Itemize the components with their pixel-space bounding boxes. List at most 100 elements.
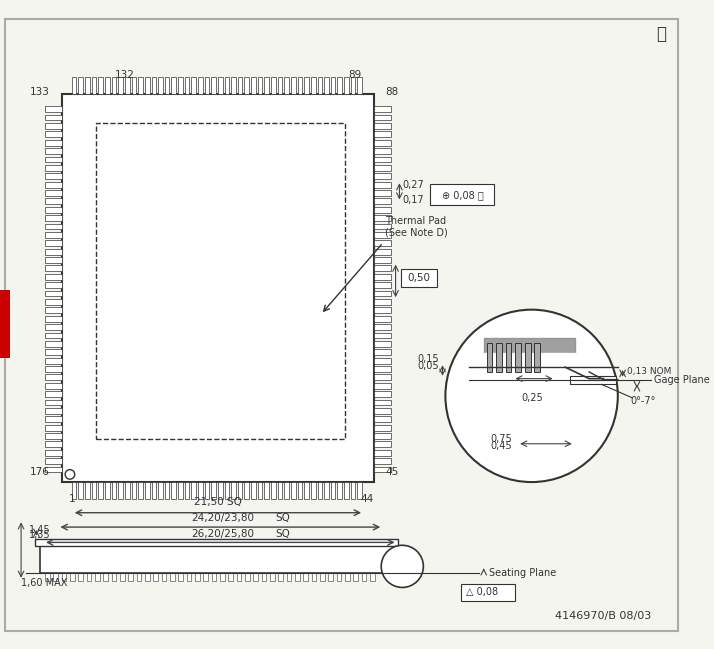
Bar [45,400,62,406]
Bar [506,343,511,372]
Bar [99,77,103,94]
Bar [211,77,216,94]
Bar [303,573,308,581]
Bar [45,265,62,271]
Text: 0,05: 0,05 [417,361,438,371]
Bar [258,77,263,94]
Bar [45,467,62,472]
Bar [278,77,282,94]
Bar [45,374,62,380]
Bar [338,77,342,94]
Text: 0,75: 0,75 [491,434,513,444]
Text: △ 0,08: △ 0,08 [466,587,498,597]
Bar [125,482,130,499]
FancyBboxPatch shape [430,184,494,205]
Bar [45,450,62,456]
Bar [486,343,493,372]
Bar [351,77,356,94]
Bar [251,77,256,94]
Text: 0°-7°: 0°-7° [630,396,655,406]
Bar [318,77,322,94]
Bar [45,156,62,162]
Bar [136,573,141,581]
Bar [45,131,62,137]
Bar [258,482,263,499]
Bar [245,573,250,581]
FancyBboxPatch shape [401,269,437,287]
Bar [125,77,130,94]
Bar [40,546,393,573]
Bar [324,482,328,499]
Bar [45,282,62,288]
Bar [45,324,62,330]
Bar [119,482,123,499]
Bar [373,123,391,129]
Bar [311,77,316,94]
Bar [373,458,391,464]
Text: 44: 44 [361,493,373,504]
Bar [238,77,243,94]
Bar [271,482,276,499]
Bar [324,77,328,94]
Bar [373,106,391,112]
Bar [373,341,391,347]
Bar [105,77,110,94]
Bar [251,482,256,499]
Text: 0,15: 0,15 [417,354,438,364]
Bar [104,573,108,581]
Text: 89: 89 [348,70,361,80]
Bar [373,182,391,188]
Bar [79,573,83,581]
Bar [96,123,345,439]
Bar [72,482,76,499]
Bar [516,343,521,372]
Bar [45,190,62,196]
Bar [373,215,391,221]
Bar [45,140,62,145]
Bar [362,573,366,581]
Bar [45,458,62,464]
Text: 26,20/25,80: 26,20/25,80 [191,528,254,539]
Bar [373,115,391,121]
Bar [185,482,189,499]
Bar [373,332,391,338]
Circle shape [381,545,423,587]
Text: 0,13 NOM: 0,13 NOM [628,367,672,376]
Bar [99,482,103,499]
Bar [45,148,62,154]
Bar [45,240,62,246]
Bar [45,349,62,355]
Bar [139,482,143,499]
Bar [224,77,229,94]
Bar [159,77,163,94]
Bar [331,77,336,94]
Bar [191,77,196,94]
Text: Seating Plane: Seating Plane [488,568,555,578]
Bar [45,424,62,430]
Bar [373,240,391,246]
Bar [373,223,391,230]
Bar [45,232,62,238]
Text: 1,60 MAX: 1,60 MAX [21,578,67,587]
Bar [351,482,356,499]
Bar [45,433,62,439]
Bar [151,77,156,94]
Bar [373,249,391,254]
Bar [119,77,123,94]
Bar [139,77,143,94]
Circle shape [65,470,75,479]
Bar [191,482,196,499]
Bar [373,165,391,171]
Bar [45,257,62,263]
Bar [337,573,341,581]
Text: 45: 45 [385,467,398,478]
Bar [198,482,203,499]
Bar [170,573,175,581]
Bar [373,131,391,137]
Text: 0,27: 0,27 [402,180,424,190]
Bar [218,482,223,499]
FancyBboxPatch shape [461,583,516,601]
Bar [45,291,62,297]
Bar [373,173,391,179]
Bar [270,573,275,581]
